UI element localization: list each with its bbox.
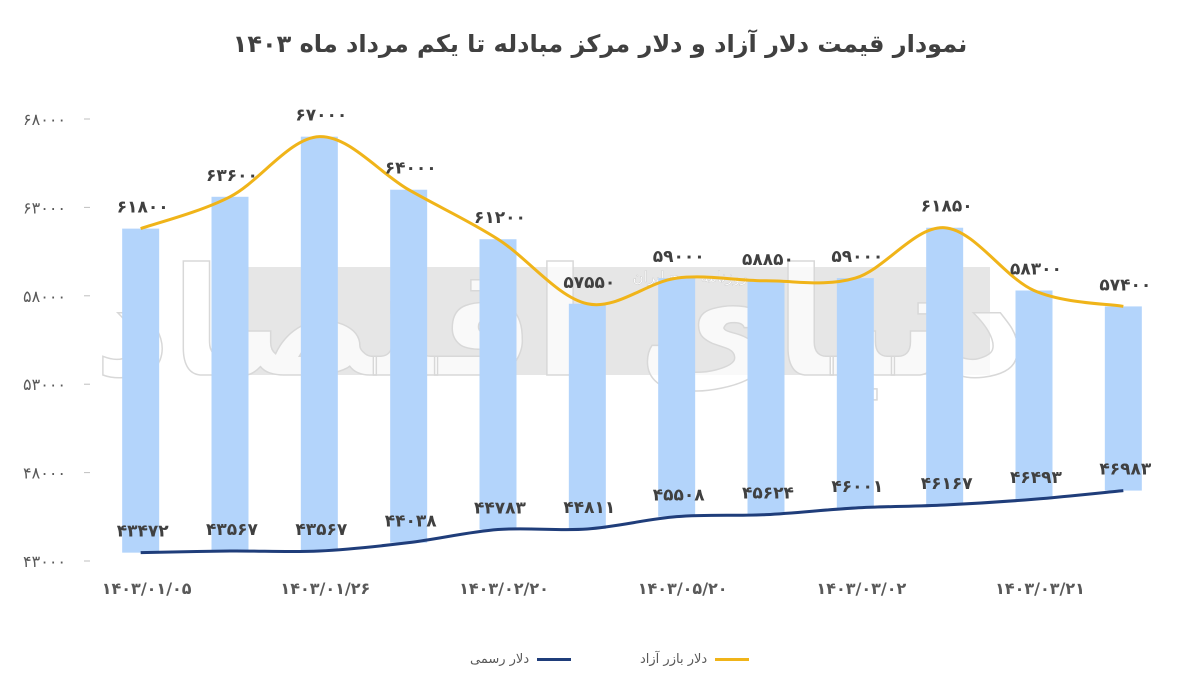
- data-label-official: ۴۳۵۶۷: [295, 520, 348, 540]
- data-labels-layer: ۶۱۸۰۰ ۶۳۶۰۰ ۶۷۰۰۰ ۶۴۰۰۰ ۶۱۲۰۰ ۵۷۵۵۰ ۵۹۰۰۰ ۵۸۸۵۰…: [117, 106, 1152, 542]
- x-tick-label: ۱۴۰۳/۰۳/۲۱: [995, 579, 1085, 598]
- bar: [211, 196, 249, 551]
- bar: [836, 278, 874, 508]
- bar: [1015, 290, 1053, 500]
- y-tick-label: ۵۸۰۰۰: [23, 287, 66, 306]
- data-label-official: ۴۴۸۱۱: [563, 498, 615, 518]
- data-label-official: ۴۶۹۸۳: [1099, 460, 1152, 480]
- data-label-official: ۴۳۵۶۷: [206, 520, 259, 540]
- legend-free-market-swatch: [715, 658, 750, 661]
- data-label-free-market: ۵۹۰۰۰: [653, 247, 705, 267]
- data-label-official: ۴۶۱۶۷: [921, 474, 974, 494]
- data-label-official: ۴۶۴۹۳: [1010, 468, 1063, 488]
- x-tick-label: ۱۴۰۳/۰۲/۲۰: [459, 579, 549, 598]
- series-line-free-market: [140, 135, 1124, 308]
- y-tick-label: ۶۳۰۰۰: [23, 198, 66, 217]
- data-label-official: ۴۵۶۲۴: [742, 484, 794, 504]
- data-label-free-market: ۶۱۸۵۰: [921, 197, 973, 217]
- data-label-official: ۴۳۴۷۲: [117, 522, 170, 542]
- y-tick-label: ۴۸۰۰۰: [23, 464, 66, 483]
- data-label-official: ۴۵۵۰۸: [653, 486, 706, 506]
- lines-layer: [140, 135, 1124, 555]
- data-label-free-market: ۶۱۲۰۰: [474, 208, 526, 228]
- data-label-free-market: ۵۸۸۵۰: [742, 250, 794, 270]
- series-line-official: [140, 489, 1124, 555]
- legend-free-market: دلار بازر آزاد: [640, 652, 750, 667]
- chart-title: نمودار قیمت دلار آزاد و دلار مرکز مبادله…: [232, 30, 968, 58]
- bar: [1104, 306, 1142, 491]
- data-label-free-market: ۶۳۶۰۰: [206, 166, 258, 186]
- bars-layer: [122, 136, 1142, 553]
- y-tick-label: ۶۸۰۰۰: [23, 110, 66, 129]
- bar: [390, 189, 428, 543]
- data-label-free-market: ۵۹۰۰۰: [831, 247, 883, 267]
- legend-official-label: دلار رسمی: [470, 652, 530, 667]
- data-label-free-market: ۵۸۳۰۰: [1010, 259, 1062, 279]
- data-label-official: ۴۴۰۳۸: [385, 512, 438, 532]
- x-tick-label: ۱۴۰۳/۰۱/۰۵: [102, 579, 192, 598]
- x-tick-label: ۱۴۰۳/۰۳/۰۲: [816, 579, 906, 598]
- x-tick-label: ۱۴۰۳/۰۱/۲۶: [280, 579, 370, 598]
- bar: [747, 280, 785, 515]
- data-label-free-market: ۶۴۰۰۰: [385, 159, 437, 179]
- data-label-free-market: ۵۷۴۰۰: [1099, 275, 1151, 295]
- bar: [122, 228, 160, 553]
- bar: [658, 278, 696, 517]
- y-axis: ۶۸۰۰۰ ۶۳۰۰۰ ۵۸۰۰۰ ۵۳۰۰۰ ۴۸۰۰۰ ۴۳۰۰۰: [23, 110, 90, 571]
- y-tick-label: ۴۳۰۰۰: [23, 552, 66, 571]
- data-label-official: ۴۴۷۸۳: [474, 498, 527, 518]
- legend-free-market-label: دلار بازر آزاد: [640, 652, 708, 667]
- data-label-official: ۴۶۰۰۱: [831, 477, 883, 497]
- bar: [300, 136, 338, 551]
- data-label-free-market: ۵۷۵۵۰: [563, 273, 615, 293]
- data-label-free-market: ۶۱۸۰۰: [117, 198, 169, 218]
- x-tick-label: ۱۴۰۳/۰۵/۲۰: [638, 579, 728, 598]
- bar: [926, 227, 964, 506]
- legend-official-swatch: [537, 658, 572, 661]
- legend-official: دلار رسمی: [470, 652, 572, 667]
- data-label-free-market: ۶۷۰۰۰: [295, 106, 347, 126]
- bar: [568, 303, 606, 529]
- y-tick-label: ۵۳۰۰۰: [23, 375, 66, 394]
- x-axis: ۱۴۰۳/۰۱/۰۵ ۱۴۰۳/۰۱/۲۶ ۱۴۰۳/۰۲/۲۰ ۱۴۰۳/۰۵/۲۰…: [102, 579, 1085, 598]
- bar: [479, 239, 517, 530]
